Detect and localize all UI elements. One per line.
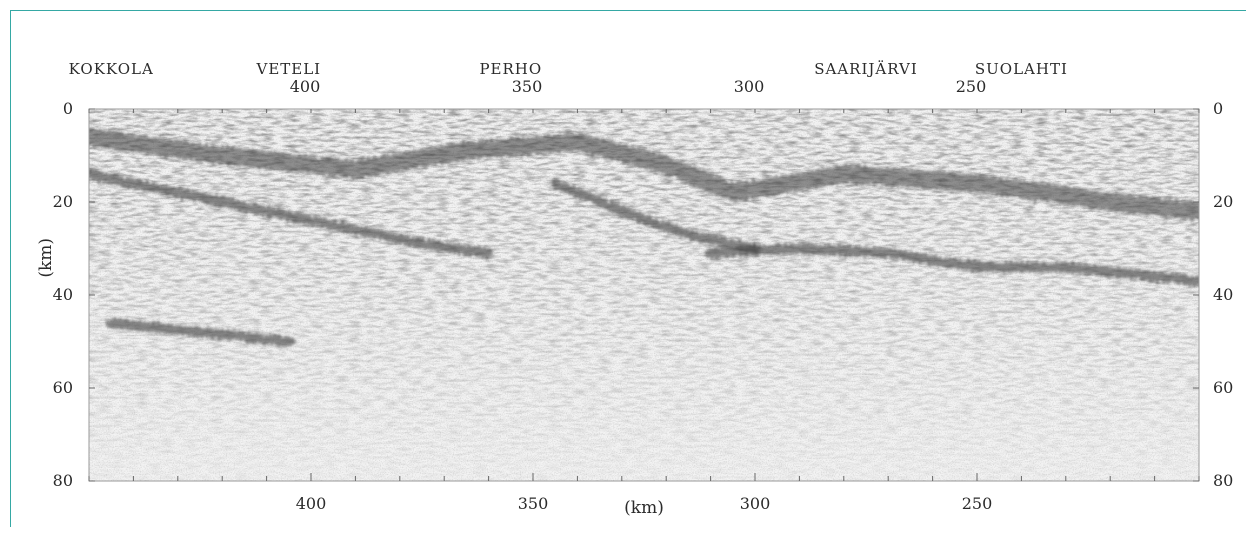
upper-crust-texture [89, 109, 1199, 481]
y-tick-label: 60 [1213, 378, 1233, 397]
y-tick-label: 0 [1213, 99, 1223, 118]
y-tick-label: 0 [63, 99, 73, 118]
location-label: SAARIJÄRVI [814, 60, 918, 78]
y-tick-label: 40 [1213, 285, 1233, 304]
x-tick-label: 300 [740, 494, 771, 513]
location-labels: KOKKOLA VETELI PERHO SAARIJÄRVI SUOLAHTI [69, 60, 1068, 78]
y-tick-label: 20 [53, 192, 73, 211]
y-axis-title: (km) [36, 238, 56, 278]
y-tick-label: 20 [1213, 192, 1233, 211]
location-label: KOKKOLA [69, 60, 154, 78]
reflector-group [89, 127, 1199, 347]
x-tick-label: 250 [962, 494, 993, 513]
location-label: SUOLAHTI [975, 60, 1068, 78]
location-label: VETELI [255, 60, 321, 78]
x-tick-label: 350 [518, 494, 549, 513]
location-label: PERHO [479, 60, 542, 78]
y-tick-label: 40 [53, 285, 73, 304]
x-axis-top: 400 350 300 250 [88, 77, 1200, 113]
reflector-band [106, 317, 294, 347]
figure-frame: 0 20 40 60 80 0 20 40 60 80 400 350 300 250 400 350 3… [10, 10, 1246, 527]
reflector-band [705, 243, 1199, 287]
reflector-band [89, 127, 1199, 221]
plot-area [89, 109, 1199, 481]
x-axis-title: (km) [624, 498, 664, 518]
reflector-band [550, 178, 760, 254]
y-tick-label: 60 [53, 378, 73, 397]
x-top-tick-label: 300 [734, 77, 765, 96]
x-top-tick-label: 250 [956, 77, 987, 96]
x-top-tick-label: 400 [290, 77, 321, 96]
y-tick-label: 80 [1213, 471, 1233, 490]
y-tick-label: 80 [53, 471, 73, 490]
x-axis-bottom: 400 350 300 250 [88, 473, 1200, 513]
seismic-section-chart: 0 20 40 60 80 0 20 40 60 80 400 350 300 250 400 350 3… [36, 60, 1233, 518]
y-axis-right: 0 20 40 60 80 [1193, 99, 1233, 490]
y-axis-left: 0 20 40 60 80 [53, 99, 95, 490]
x-tick-label: 400 [296, 494, 327, 513]
reflector-band [89, 169, 494, 259]
x-top-tick-label: 350 [512, 77, 543, 96]
